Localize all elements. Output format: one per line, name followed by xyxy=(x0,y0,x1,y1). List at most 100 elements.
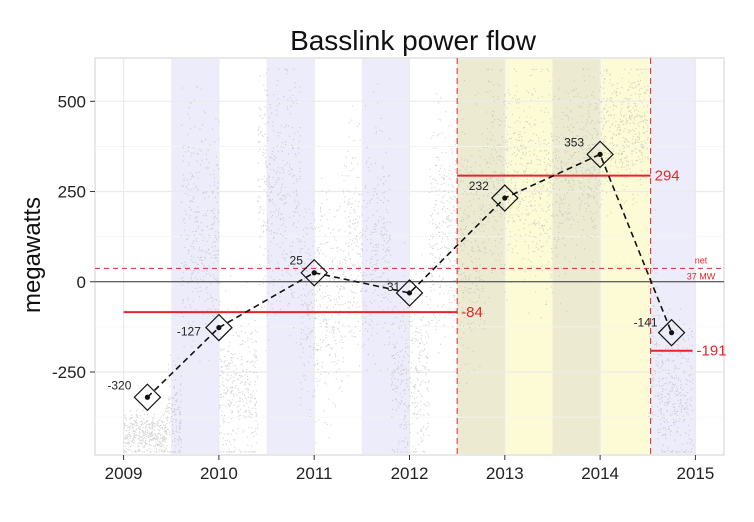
scatter-point xyxy=(216,299,218,301)
scatter-point xyxy=(231,387,233,389)
scatter-point xyxy=(353,336,355,338)
scatter-point xyxy=(175,393,177,395)
scatter-point xyxy=(358,269,360,271)
scatter-point xyxy=(340,339,342,341)
scatter-point xyxy=(132,429,134,431)
scatter-point xyxy=(577,221,579,223)
scatter-point xyxy=(163,421,165,423)
scatter-point xyxy=(594,227,596,229)
scatter-point xyxy=(521,148,523,150)
scatter-point xyxy=(257,196,259,198)
scatter-point xyxy=(298,140,300,142)
scatter-point xyxy=(149,438,151,440)
scatter-point xyxy=(429,235,431,237)
scatter-point xyxy=(479,290,481,292)
scatter-point xyxy=(202,263,204,265)
scatter-point xyxy=(460,109,462,111)
scatter-point xyxy=(369,170,371,172)
scatter-point xyxy=(461,249,463,251)
scatter-point xyxy=(528,123,530,125)
scatter-point xyxy=(467,266,469,268)
scatter-point xyxy=(506,144,508,146)
scatter-point xyxy=(407,405,409,407)
scatter-point xyxy=(131,417,133,419)
scatter-point xyxy=(409,404,411,406)
scatter-point xyxy=(401,373,403,375)
scatter-point xyxy=(605,157,607,159)
scatter-point xyxy=(135,419,137,421)
scatter-point xyxy=(340,249,342,251)
scatter-point xyxy=(358,253,360,255)
scatter-point xyxy=(452,315,454,317)
scatter-point xyxy=(231,359,233,361)
scatter-point xyxy=(390,374,392,376)
scatter-point xyxy=(524,271,526,273)
scatter-point xyxy=(351,105,353,107)
scatter-point xyxy=(601,160,603,162)
scatter-point xyxy=(274,159,276,161)
scatter-point xyxy=(420,437,422,439)
scatter-point xyxy=(492,114,494,116)
scatter-point xyxy=(212,128,214,130)
scatter-point xyxy=(575,87,577,89)
scatter-point xyxy=(166,433,168,435)
scatter-point xyxy=(261,226,263,228)
scatter-point xyxy=(370,242,372,244)
scatter-point xyxy=(578,105,580,107)
scatter-point xyxy=(530,99,532,101)
scatter-point xyxy=(284,257,286,259)
scatter-point xyxy=(571,90,573,92)
scatter-point xyxy=(349,301,351,303)
scatter-point xyxy=(230,375,232,377)
scatter-point xyxy=(178,428,180,430)
scatter-point xyxy=(606,98,608,100)
scatter-point xyxy=(255,397,257,399)
scatter-point xyxy=(400,403,402,405)
scatter-point xyxy=(200,256,202,258)
scatter-point xyxy=(472,268,474,270)
scatter-point xyxy=(547,206,549,208)
scatter-point xyxy=(316,350,318,352)
scatter-point xyxy=(326,279,328,281)
scatter-point xyxy=(596,192,598,194)
scatter-point xyxy=(425,372,427,374)
scatter-point xyxy=(495,162,497,164)
scatter-point xyxy=(469,292,471,294)
scatter-point xyxy=(632,143,634,145)
scatter-point xyxy=(132,427,134,429)
scatter-point xyxy=(450,212,452,214)
scatter-point xyxy=(390,384,392,386)
scatter-point xyxy=(157,433,159,435)
scatter-point xyxy=(423,349,425,351)
scatter-point xyxy=(136,415,138,417)
scatter-point xyxy=(391,309,393,311)
scatter-point xyxy=(339,205,341,207)
scatter-point xyxy=(412,423,414,425)
scatter-point xyxy=(596,188,598,190)
scatter-point xyxy=(507,92,509,94)
scatter-point xyxy=(598,112,600,114)
scatter-point xyxy=(396,401,398,403)
scatter-point xyxy=(385,180,387,182)
scatter-point xyxy=(586,68,588,70)
scatter-point xyxy=(585,125,587,127)
scatter-point xyxy=(502,203,504,205)
scatter-point xyxy=(503,173,505,175)
scatter-point xyxy=(304,379,306,381)
scatter-point xyxy=(227,439,229,441)
scatter-point xyxy=(462,119,464,121)
scatter-point xyxy=(426,296,428,298)
scatter-point xyxy=(605,177,607,179)
scatter-point xyxy=(233,451,235,453)
scatter-point xyxy=(337,250,339,252)
scatter-point xyxy=(177,408,179,410)
scatter-point xyxy=(464,289,466,291)
scatter-point xyxy=(606,72,608,74)
scatter-point xyxy=(489,90,491,92)
scatter-point xyxy=(276,216,278,218)
scatter-point xyxy=(287,125,289,127)
scatter-point xyxy=(150,435,152,437)
scatter-point xyxy=(642,157,644,159)
scatter-point xyxy=(467,240,469,242)
scatter-point xyxy=(301,300,303,302)
